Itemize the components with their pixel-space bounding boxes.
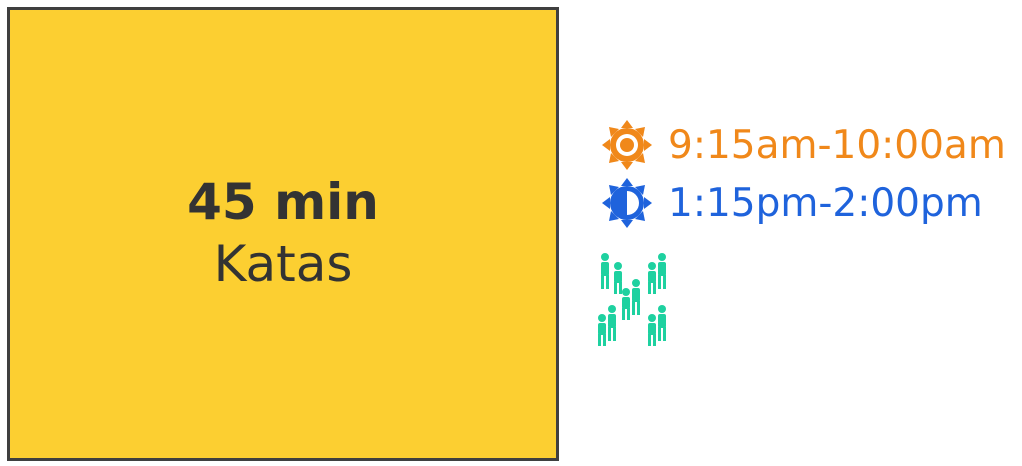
duration-label: 45 min — [187, 173, 379, 231]
person-icon — [648, 252, 676, 296]
activity-label: Katas — [213, 235, 353, 293]
person-icon — [648, 304, 676, 348]
person-icon — [622, 278, 650, 322]
afternoon-time: 1:15pm-2:00pm — [668, 180, 983, 226]
sun-icon — [600, 118, 654, 172]
person-icon — [598, 304, 626, 348]
person-icon — [598, 252, 626, 296]
afternoon-slot: 1:15pm-2:00pm — [600, 176, 983, 230]
group-icon — [598, 250, 678, 350]
half-sun-icon — [600, 176, 654, 230]
morning-time: 9:15am-10:00am — [668, 122, 1006, 168]
morning-slot: 9:15am-10:00am — [600, 118, 1006, 172]
activity-card: 45 min Katas — [7, 7, 559, 461]
